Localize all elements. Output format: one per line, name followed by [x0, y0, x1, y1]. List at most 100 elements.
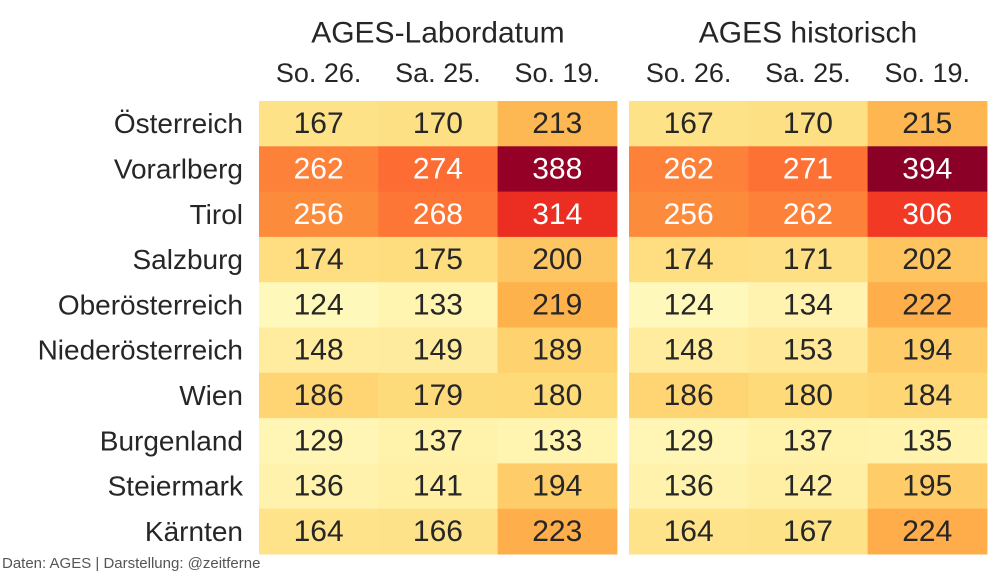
- cell-value: 133: [413, 288, 463, 321]
- heatmap-cell: [497, 191, 618, 238]
- column-label: So. 19.: [884, 58, 970, 88]
- column-label: So. 26.: [646, 58, 732, 88]
- heatmap-cell: [629, 191, 749, 238]
- heatmap-cell: [867, 463, 988, 510]
- heatmap-cell: [629, 327, 749, 374]
- cell-value: 256: [664, 198, 714, 231]
- heatmap-cell: [748, 191, 869, 238]
- cell-value: 153: [783, 334, 833, 367]
- row-label: Salzburg: [132, 244, 243, 275]
- cell-value: 388: [532, 152, 582, 185]
- cell-value: 194: [902, 334, 952, 367]
- heatmap-cell: [378, 418, 499, 464]
- source-caption: Daten: AGES | Darstellung: @zeitferne: [2, 555, 261, 572]
- heatmap-cell: [259, 327, 379, 374]
- panel-title: AGES historisch: [699, 17, 917, 50]
- panel-title: AGES-Labordatum: [311, 17, 564, 50]
- cell-value: 195: [902, 470, 952, 503]
- heatmap-cell: [629, 508, 749, 555]
- row-label: Kärnten: [145, 516, 243, 547]
- heatmap-cell: [497, 146, 618, 193]
- cell-value: 262: [664, 152, 714, 185]
- cell-value: 262: [783, 198, 833, 231]
- cell-value: 306: [902, 198, 952, 231]
- cell-value: 149: [413, 334, 463, 367]
- cell-value: 179: [413, 379, 463, 412]
- cell-value: 136: [664, 470, 714, 503]
- heatmap-cell: [378, 191, 499, 238]
- row-label: Oberösterreich: [58, 289, 243, 320]
- cell-value: 175: [413, 243, 463, 276]
- heatmap-cell: [748, 282, 869, 328]
- column-label: So. 26.: [276, 58, 362, 88]
- cell-value: 129: [664, 424, 714, 457]
- heatmap-cell: [867, 508, 988, 555]
- heatmap-cell: [259, 101, 379, 147]
- heatmap-cell: [259, 418, 379, 464]
- heatmap-cell: [867, 101, 988, 147]
- cell-value: 135: [902, 424, 952, 457]
- heatmap-cell: [748, 236, 869, 283]
- heatmap-cell: [748, 508, 869, 555]
- cell-value: 256: [294, 198, 344, 231]
- heatmap-cell: [497, 101, 618, 147]
- row-label: Vorarlberg: [114, 153, 243, 184]
- heatmap-cell: [497, 372, 618, 419]
- cell-value: 224: [902, 515, 952, 548]
- cell-value: 200: [532, 243, 582, 276]
- heatmap-cell: [497, 327, 618, 374]
- cell-value: 164: [664, 515, 714, 548]
- heatmap-cell: [378, 372, 499, 419]
- heatmap-cell: [259, 508, 379, 555]
- heatmap-cell: [867, 236, 988, 283]
- cell-value: 170: [783, 107, 833, 140]
- heatmap-cell: [748, 418, 869, 464]
- cell-value: 222: [902, 288, 952, 321]
- heatmap-cell: [867, 327, 988, 374]
- heatmap-cell: [259, 146, 379, 193]
- row-label: Österreich: [114, 108, 243, 139]
- cell-value: 180: [783, 379, 833, 412]
- cell-value: 194: [532, 470, 582, 503]
- row-label: Tirol: [190, 199, 243, 230]
- cell-value: 137: [413, 424, 463, 457]
- heatmap-cell: [497, 418, 618, 464]
- cell-value: 394: [902, 152, 952, 185]
- heatmap-cell: [259, 463, 379, 510]
- heatmap-cell: [497, 463, 618, 510]
- cell-value: 271: [783, 152, 833, 185]
- heatmap-cell: [748, 146, 869, 193]
- heatmap-cell: [259, 191, 379, 238]
- cell-value: 134: [783, 288, 833, 321]
- heatmap-cell: [259, 282, 379, 328]
- cell-value: 133: [532, 424, 582, 457]
- cell-value: 141: [413, 470, 463, 503]
- cell-value: 164: [294, 515, 344, 548]
- heatmap-cell: [748, 327, 869, 374]
- cell-value: 174: [664, 243, 714, 276]
- heatmap-cell: [629, 146, 749, 193]
- cell-value: 274: [413, 152, 463, 185]
- cell-value: 262: [294, 152, 344, 185]
- cell-value: 174: [294, 243, 344, 276]
- cell-value: 314: [532, 198, 582, 231]
- heatmap-cell: [497, 508, 618, 555]
- cell-value: 142: [783, 470, 833, 503]
- heatmap-cell: [629, 463, 749, 510]
- heatmap-cell: [259, 236, 379, 283]
- row-label: Wien: [179, 380, 243, 411]
- cell-value: 167: [783, 515, 833, 548]
- cell-value: 167: [664, 107, 714, 140]
- cell-value: 148: [664, 334, 714, 367]
- heatmap-cell: [629, 236, 749, 283]
- cell-value: 186: [294, 379, 344, 412]
- column-label: Sa. 25.: [765, 58, 851, 88]
- cell-value: 137: [783, 424, 833, 457]
- heatmap-cell: [748, 463, 869, 510]
- heatmap-cell: [378, 101, 499, 147]
- cell-value: 180: [532, 379, 582, 412]
- cell-value: 186: [664, 379, 714, 412]
- heatmap-cell: [629, 372, 749, 419]
- column-label: Sa. 25.: [395, 58, 481, 88]
- heatmap-cell: [867, 191, 988, 238]
